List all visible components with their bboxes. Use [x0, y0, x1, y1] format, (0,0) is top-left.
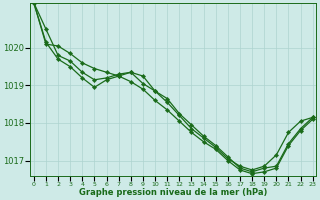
X-axis label: Graphe pression niveau de la mer (hPa): Graphe pression niveau de la mer (hPa): [79, 188, 268, 197]
